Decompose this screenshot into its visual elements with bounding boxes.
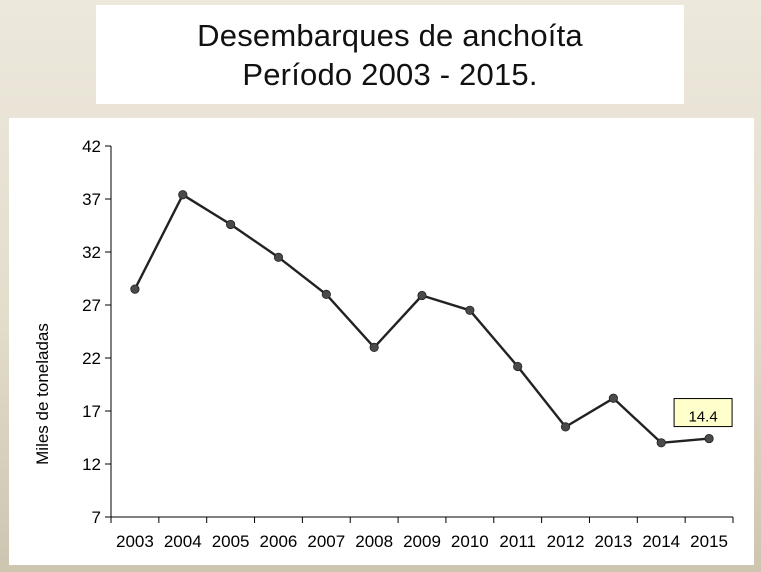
y-tick-label: 17 bbox=[82, 402, 101, 421]
x-tick-label: 2013 bbox=[594, 532, 632, 551]
data-point-2005 bbox=[226, 219, 236, 230]
y-tick-label: 27 bbox=[82, 296, 101, 315]
x-tick-label: 2003 bbox=[116, 532, 154, 551]
x-tick-label: 2009 bbox=[403, 532, 441, 551]
chart-panel: 7 12 17 22 27 32 37 42 2003 2004 2005 2006 2007 2008 2… bbox=[9, 118, 754, 565]
x-tick-label: 2012 bbox=[547, 532, 585, 551]
y-axis-label: Miles de toneladas bbox=[33, 323, 52, 465]
data-point-2014 bbox=[656, 438, 666, 448]
x-tick-label: 2014 bbox=[642, 532, 680, 551]
data-point-2009 bbox=[417, 290, 427, 301]
x-tick-label: 2008 bbox=[355, 532, 393, 551]
x-tick-label: 2011 bbox=[499, 532, 536, 551]
chart-title-line-1: Desembarques de anchoíta bbox=[197, 17, 583, 53]
y-tick-label: 42 bbox=[82, 137, 101, 156]
data-point-2003 bbox=[130, 284, 140, 294]
x-tick-label: 2010 bbox=[451, 532, 489, 551]
data-point-2012 bbox=[560, 422, 571, 432]
y-tick-label: 32 bbox=[82, 243, 101, 262]
line-chart: 7 12 17 22 27 32 37 42 2003 2004 2005 2006 2007 2008 2… bbox=[33, 137, 734, 551]
data-point-2010 bbox=[465, 305, 475, 315]
data-point-2007 bbox=[321, 289, 331, 299]
x-tick-label: 2015 bbox=[690, 532, 728, 551]
chart-title-line-2: Período 2003 - 2015. bbox=[242, 56, 538, 92]
y-tick-label: 37 bbox=[82, 190, 101, 209]
x-tick-label: 2006 bbox=[260, 532, 298, 551]
series-line bbox=[133, 193, 710, 444]
data-point-2011 bbox=[513, 361, 523, 372]
x-tick-label: 2007 bbox=[307, 532, 345, 551]
data-point-2004 bbox=[178, 190, 188, 200]
data-point-2015 bbox=[704, 433, 714, 444]
x-tick-label: 2005 bbox=[212, 532, 250, 551]
title-box: Desembarques de anchoíta Período 2003 - … bbox=[96, 5, 684, 104]
data-point-2013 bbox=[608, 393, 618, 403]
y-tick-label: 22 bbox=[82, 349, 101, 368]
data-point-2006 bbox=[273, 252, 284, 262]
data-label-callout-box bbox=[673, 398, 733, 428]
data-label-callout-text: 14.4 bbox=[688, 409, 717, 426]
y-tick-label: 7 bbox=[92, 508, 101, 527]
data-point-2008 bbox=[369, 342, 379, 352]
y-tick-label: 12 bbox=[82, 455, 101, 474]
x-tick-label: 2004 bbox=[164, 532, 202, 551]
